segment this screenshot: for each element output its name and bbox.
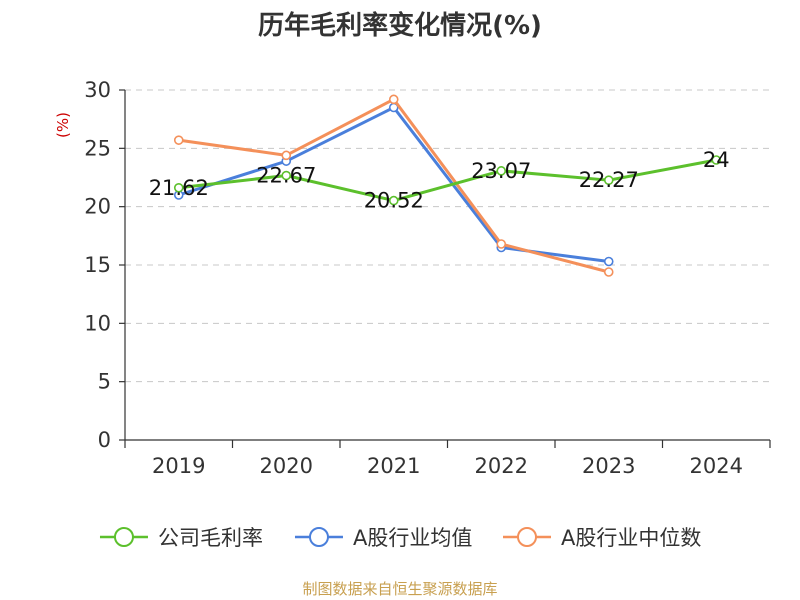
series-2-point-2019 <box>173 135 184 145</box>
source-note: 制图数据来自恒生聚源数据库 <box>302 580 497 598</box>
legend-label-2: A股行业中位数 <box>561 526 701 550</box>
legend-label-0: 公司毛利率 <box>158 526 263 550</box>
series-0-point-2022 <box>496 166 507 176</box>
y-tick-label-20: 20 <box>84 195 111 219</box>
data-labels: 21.62 22.67 20.52 23.07 22.27 24 <box>149 148 730 213</box>
series-2-point-2022 <box>496 239 507 249</box>
y-tick-label-0: 0 <box>98 428 111 452</box>
series-lines <box>173 94 722 277</box>
y-tick-label-25: 25 <box>84 136 111 160</box>
series-1-point-2023 <box>603 256 614 267</box>
y-tick-label-15: 15 <box>84 253 111 277</box>
series-line-1 <box>178 106 609 263</box>
legend-marker-0 <box>113 527 134 547</box>
data-label-2024: 24 <box>703 148 730 172</box>
series-2-point-2023 <box>603 267 614 277</box>
data-label-2022: 23.07 <box>471 159 531 183</box>
legend-marker-2 <box>517 527 537 547</box>
series-0-point-2019 <box>173 182 184 193</box>
data-label-2021: 20.52 <box>364 189 424 213</box>
grid-lines <box>125 89 770 383</box>
x-tick-label-2023: 2023 <box>582 454 635 478</box>
data-label-2023: 22.27 <box>579 168 639 192</box>
axes: 0 5 10 15 20 25 30 2019 2020 2021 2022 2023 2024 <box>84 78 771 478</box>
series-0-point-2020 <box>281 170 292 181</box>
legend-marker-1 <box>308 527 329 547</box>
series-0-point-2024 <box>711 155 722 165</box>
series-line-2 <box>178 97 610 274</box>
x-tick-label-2022: 2022 <box>475 454 528 478</box>
series-0-point-2021 <box>388 195 399 206</box>
data-label-2020: 22.67 <box>256 164 316 188</box>
series-2-point-2020 <box>281 150 292 161</box>
series-2-point-2021 <box>388 94 399 105</box>
legend: 公司毛利率 A股行业均值 A股行业中位数 <box>99 526 701 550</box>
x-tick-label-2024: 2024 <box>690 454 743 478</box>
y-axis-unit-label: (%) <box>54 112 72 138</box>
y-tick-label-30: 30 <box>84 78 111 102</box>
data-label-2019: 21.62 <box>149 176 209 200</box>
series-line-0 <box>178 158 717 203</box>
x-tick-label-2021: 2021 <box>367 454 420 478</box>
legend-label-1: A股行业均值 <box>353 526 472 550</box>
x-tick-label-2020: 2020 <box>260 454 313 478</box>
y-tick-label-5: 5 <box>98 370 111 394</box>
y-tick-label-10: 10 <box>84 311 111 335</box>
chart-title: 历年毛利率变化情况(%) <box>258 10 542 41</box>
series-0-point-2023 <box>603 175 614 185</box>
x-tick-label-2019: 2019 <box>152 454 205 478</box>
